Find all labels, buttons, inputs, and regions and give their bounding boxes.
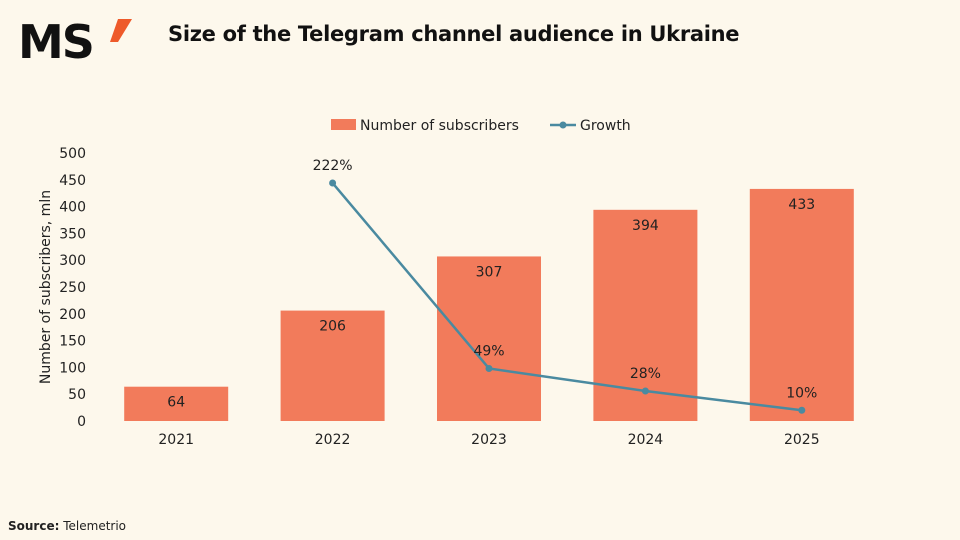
- y-tick-label: 300: [59, 253, 86, 269]
- growth-line: [331, 182, 802, 412]
- growth-point: [329, 179, 337, 187]
- growth-point: [798, 406, 806, 414]
- chart-title: Size of the Telegram channel audience in…: [168, 22, 740, 46]
- bar-2022: [280, 310, 385, 421]
- legend-label-subscribers: Number of subscribers: [360, 118, 519, 134]
- y-tick-label: 400: [59, 200, 86, 216]
- growth-data-label: 10%: [786, 385, 817, 401]
- source-note: Source: Telemetrio: [8, 519, 126, 533]
- svg-text:MS: MS: [18, 15, 93, 64]
- ms-logo: MS: [18, 15, 132, 64]
- y-tick-label: 200: [59, 307, 86, 323]
- x-tick-label: 2021: [158, 432, 194, 448]
- y-tick-label: 450: [59, 173, 86, 189]
- y-tick-label: 50: [68, 387, 86, 403]
- x-tick-label: 2025: [784, 432, 820, 448]
- growth-data-label: 49%: [473, 343, 504, 359]
- growth-point: [485, 364, 493, 372]
- source-value: Telemetrio: [63, 519, 127, 533]
- y-tick-label: 150: [59, 334, 86, 350]
- y-tick-label: 250: [59, 280, 86, 296]
- bar-data-label: 64: [167, 395, 185, 411]
- bar-2023: [437, 256, 541, 421]
- legend-marker-growth: [559, 121, 567, 129]
- x-tick-label: 2023: [471, 432, 507, 448]
- bar-data-label: 394: [632, 218, 659, 234]
- bar-2025: [749, 188, 854, 421]
- growth-point: [641, 387, 649, 395]
- y-tick-label: 0: [77, 414, 86, 430]
- y-tick-label: 100: [59, 360, 86, 376]
- bar-data-label: 206: [319, 319, 346, 335]
- x-tick-label: 2024: [628, 432, 664, 448]
- x-tick-label: 2022: [315, 432, 351, 448]
- y-tick-label: 500: [59, 146, 86, 162]
- growth-data-label: 28%: [630, 366, 661, 382]
- bar-2021: [124, 386, 229, 421]
- bar-data-label: 433: [788, 197, 815, 213]
- y-tick-label: 350: [59, 226, 86, 242]
- source-label: Source:: [8, 519, 60, 533]
- bar-data-label: 307: [476, 264, 503, 280]
- legend-swatch-subscribers: [331, 119, 356, 130]
- legend-label-growth: Growth: [580, 118, 631, 134]
- growth-data-label: 222%: [313, 158, 353, 174]
- y-axis-label: Number of subscribers, mln: [38, 190, 54, 384]
